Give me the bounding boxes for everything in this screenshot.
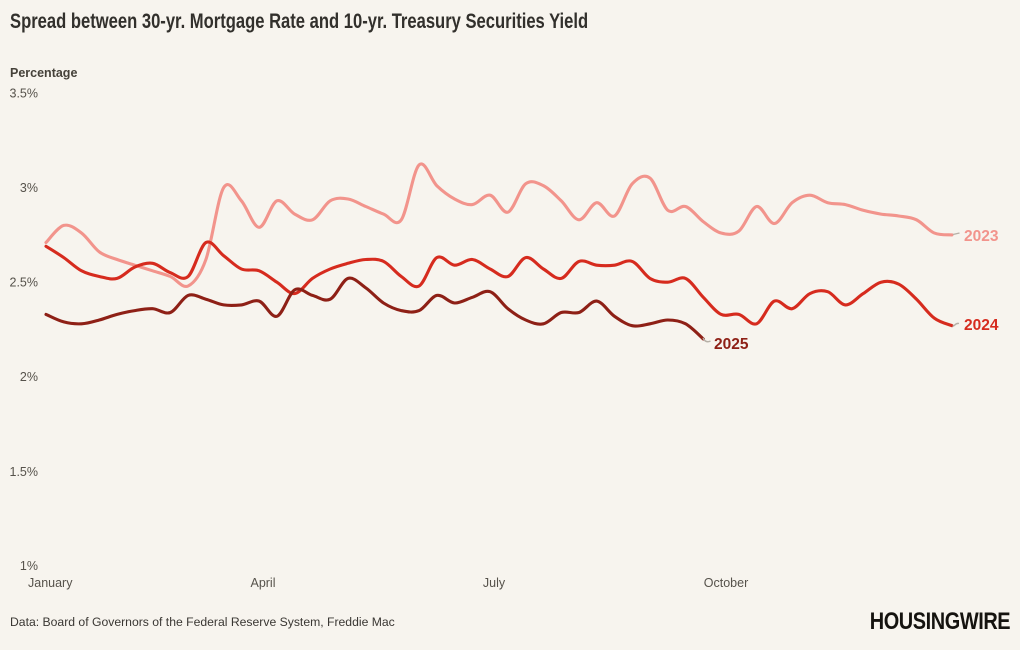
y-axis-ticks: 3.5% 3% 2.5% 2% 1.5% 1% <box>10 87 39 574</box>
x-tick-label: October <box>704 576 748 590</box>
y-tick-label: 3.5% <box>10 87 39 101</box>
series-label-2024: 2024 <box>964 317 999 334</box>
series-lines <box>44 162 954 341</box>
label-connector-2023 <box>952 232 960 236</box>
y-tick-label: 2% <box>20 370 38 384</box>
line-2024 <box>44 240 954 328</box>
line-2023 <box>44 162 954 289</box>
label-connector-2024 <box>952 322 960 327</box>
data-source: Data: Board of Governors of the Federal … <box>10 615 395 629</box>
y-tick-label: 2.5% <box>10 276 39 290</box>
y-axis-title: Percentage <box>10 66 77 80</box>
series-label-2025: 2025 <box>714 336 749 353</box>
housingwire-logo: HOUSINGWIRE <box>869 608 1011 635</box>
x-tick-label: January <box>28 576 73 590</box>
line-2025 <box>44 276 705 341</box>
x-axis-ticks: January April July October <box>28 576 748 590</box>
label-connector-2025 <box>702 337 711 343</box>
x-tick-label: July <box>483 576 506 590</box>
y-tick-label: 1% <box>20 559 38 573</box>
page-title: Spread between 30-yr. Mortgage Rate and … <box>10 10 589 33</box>
y-tick-label: 3% <box>20 181 38 195</box>
x-tick-label: April <box>250 576 275 590</box>
series-label-2023: 2023 <box>964 228 999 245</box>
label-connectors <box>702 232 960 343</box>
y-tick-label: 1.5% <box>10 465 39 479</box>
